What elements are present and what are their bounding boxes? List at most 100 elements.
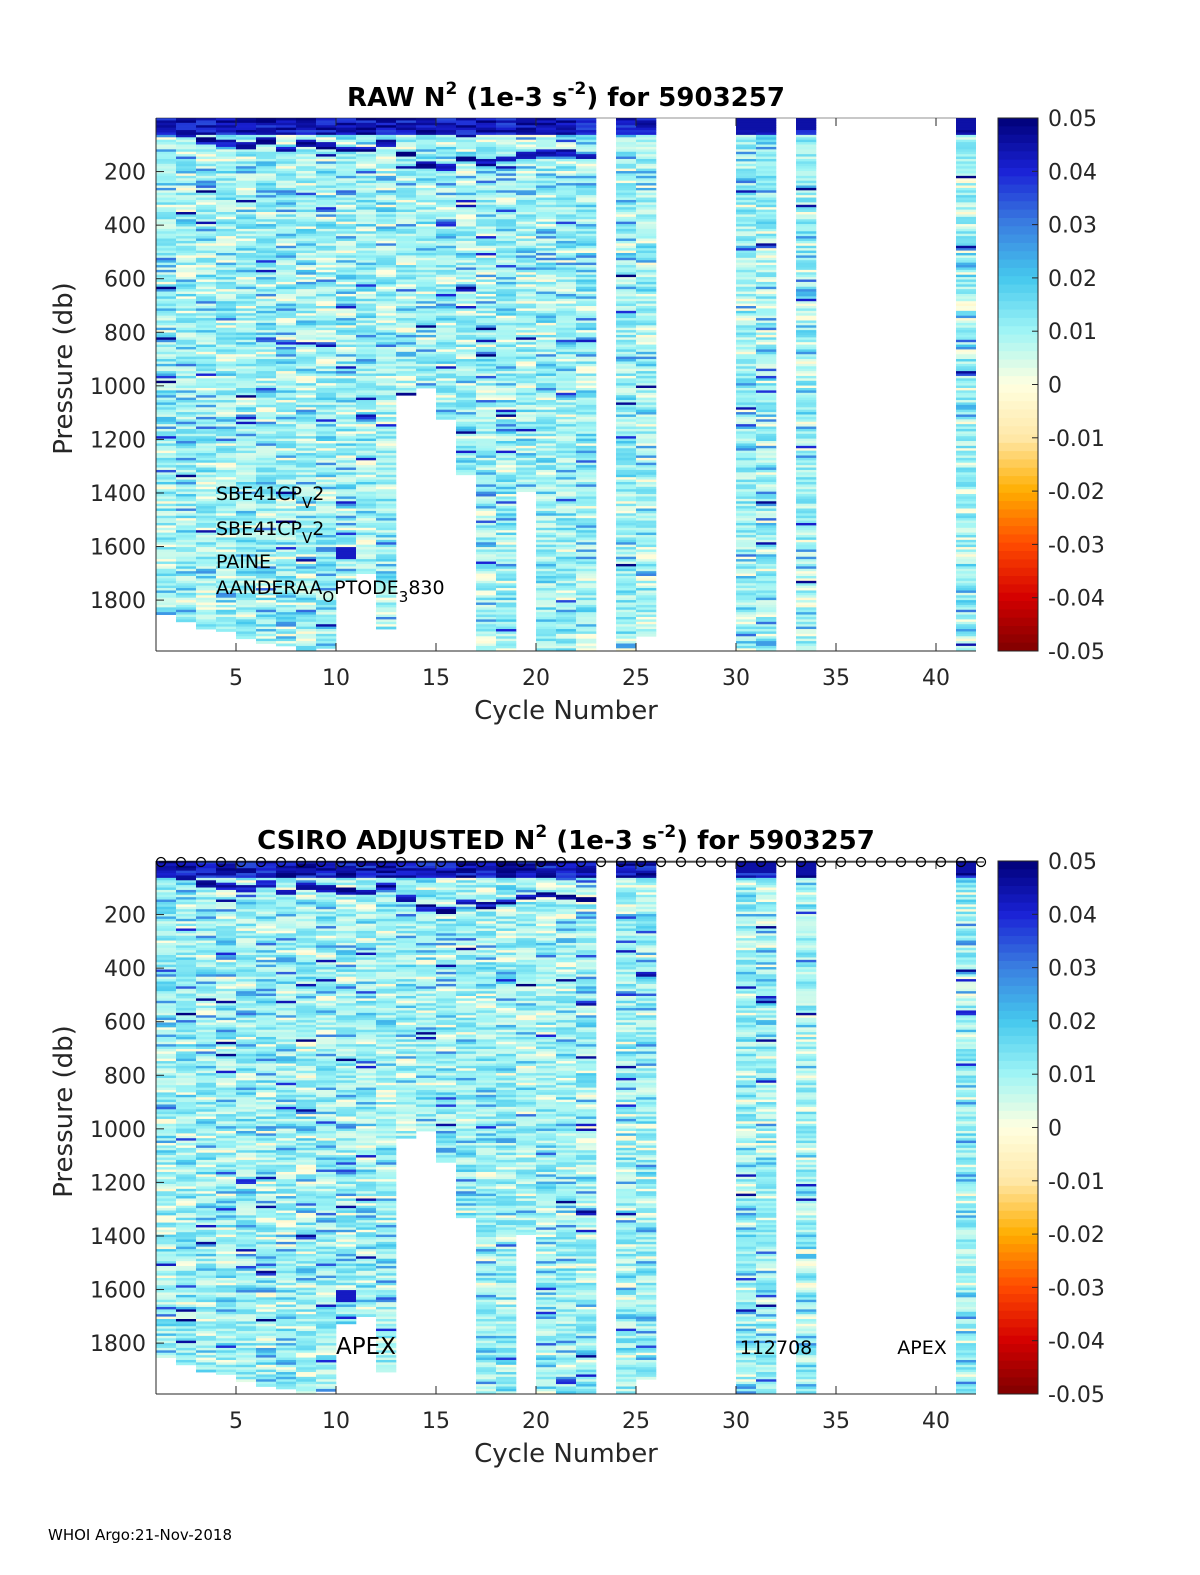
heat-cell: [316, 629, 337, 632]
heat-cell: [476, 185, 497, 189]
heat-cell: [256, 554, 277, 558]
heat-cell: [436, 156, 457, 160]
heat-cell: [416, 325, 437, 329]
heat-cell: [176, 279, 197, 283]
heat-cell: [616, 306, 637, 309]
heat-cell: [496, 486, 517, 490]
heat-cell: [376, 400, 397, 403]
heat-cell: [636, 402, 657, 406]
heat-cell: [176, 588, 197, 591]
heat-cell: [616, 183, 637, 186]
heat-cell: [316, 402, 337, 406]
heat-cell: [736, 390, 757, 394]
heat-cell: [356, 262, 377, 266]
heat-cell: [616, 366, 637, 370]
heat-cell: [576, 402, 597, 406]
heat-cell: [196, 496, 217, 500]
heat-cell: [336, 197, 357, 201]
heat-cell: [516, 243, 537, 247]
heat-cell: [476, 269, 497, 273]
heat-cell: [256, 313, 277, 317]
heat-cell: [556, 484, 577, 488]
heat-cell: [496, 561, 517, 565]
heat-cell: [376, 573, 397, 577]
heat-cell: [216, 498, 237, 502]
heat-cell: [176, 373, 197, 377]
heat-cell: [336, 520, 357, 524]
heat-cell: [196, 416, 217, 420]
heat-cell: [496, 195, 517, 198]
heat-cell: [336, 373, 357, 377]
heat-cell: [556, 501, 577, 505]
heat-cell: [216, 525, 237, 529]
heat-cell: [616, 161, 637, 165]
heat-cell: [336, 185, 357, 189]
heat-cell: [416, 224, 437, 227]
heat-cell: [356, 498, 377, 502]
heat-cell: [456, 383, 477, 386]
heat-cell: [556, 236, 577, 239]
heat-cell: [636, 158, 657, 162]
heat-cell: [616, 363, 637, 367]
heat-cell: [256, 544, 277, 548]
heat-cell: [536, 397, 557, 401]
heat-cell: [316, 267, 337, 271]
heat-cell: [276, 168, 297, 172]
heat-cell: [616, 397, 637, 401]
heat-cell: [216, 424, 237, 427]
heat-cell: [236, 597, 257, 601]
heat-cell: [336, 139, 357, 143]
heat-cell: [356, 547, 377, 550]
heat-cell: [476, 392, 497, 396]
heat-cell: [536, 190, 557, 194]
heat-cell: [536, 171, 557, 174]
heat-cell: [516, 178, 537, 182]
heat-cell: [336, 383, 357, 386]
heat-cell: [236, 626, 257, 630]
heat-cell: [316, 469, 337, 473]
heat-cell: [476, 527, 497, 531]
heat-cell: [536, 257, 557, 261]
heat-cell: [296, 469, 317, 473]
heat-cell: [336, 330, 357, 333]
heat-cell: [256, 199, 277, 203]
heat-cell: [236, 612, 257, 615]
heat-cell: [196, 315, 217, 319]
heat-cell: [636, 347, 657, 350]
heat-cell: [276, 506, 297, 509]
heat-cell: [336, 144, 357, 148]
heat-cell: [576, 414, 597, 418]
heat-cell: [636, 532, 657, 536]
heat-cell: [176, 559, 197, 562]
heat-cell: [476, 621, 497, 625]
heat-cell: [236, 595, 257, 599]
heat-cell: [616, 132, 637, 136]
heat-cell: [296, 428, 317, 432]
heat-cell: [276, 281, 297, 285]
heat-cell: [616, 549, 637, 553]
heat-cell: [296, 327, 317, 331]
heat-cell: [496, 180, 517, 184]
heat-cell: [316, 537, 337, 541]
heat-cell: [376, 559, 397, 562]
heat-cell: [256, 590, 277, 594]
heat-cell: [236, 445, 257, 449]
heat-cell: [536, 544, 557, 548]
heat-cell: [156, 134, 177, 138]
heat-cell: [256, 134, 277, 138]
heat-cell: [396, 190, 417, 194]
heat-cell: [336, 568, 357, 572]
heat-cell: [316, 621, 337, 625]
heat-cell: [376, 472, 397, 476]
heat-cell: [616, 503, 637, 507]
heat-cell: [256, 122, 277, 126]
heat-cell: [736, 542, 757, 546]
heat-cell: [736, 334, 757, 338]
heat-cell: [536, 267, 557, 271]
heat-cell: [156, 332, 177, 336]
heat-cell: [516, 392, 537, 396]
heat-cell: [576, 142, 597, 145]
heat-cell: [396, 240, 417, 244]
heat-cell: [496, 629, 517, 632]
heat-cell: [216, 602, 237, 606]
